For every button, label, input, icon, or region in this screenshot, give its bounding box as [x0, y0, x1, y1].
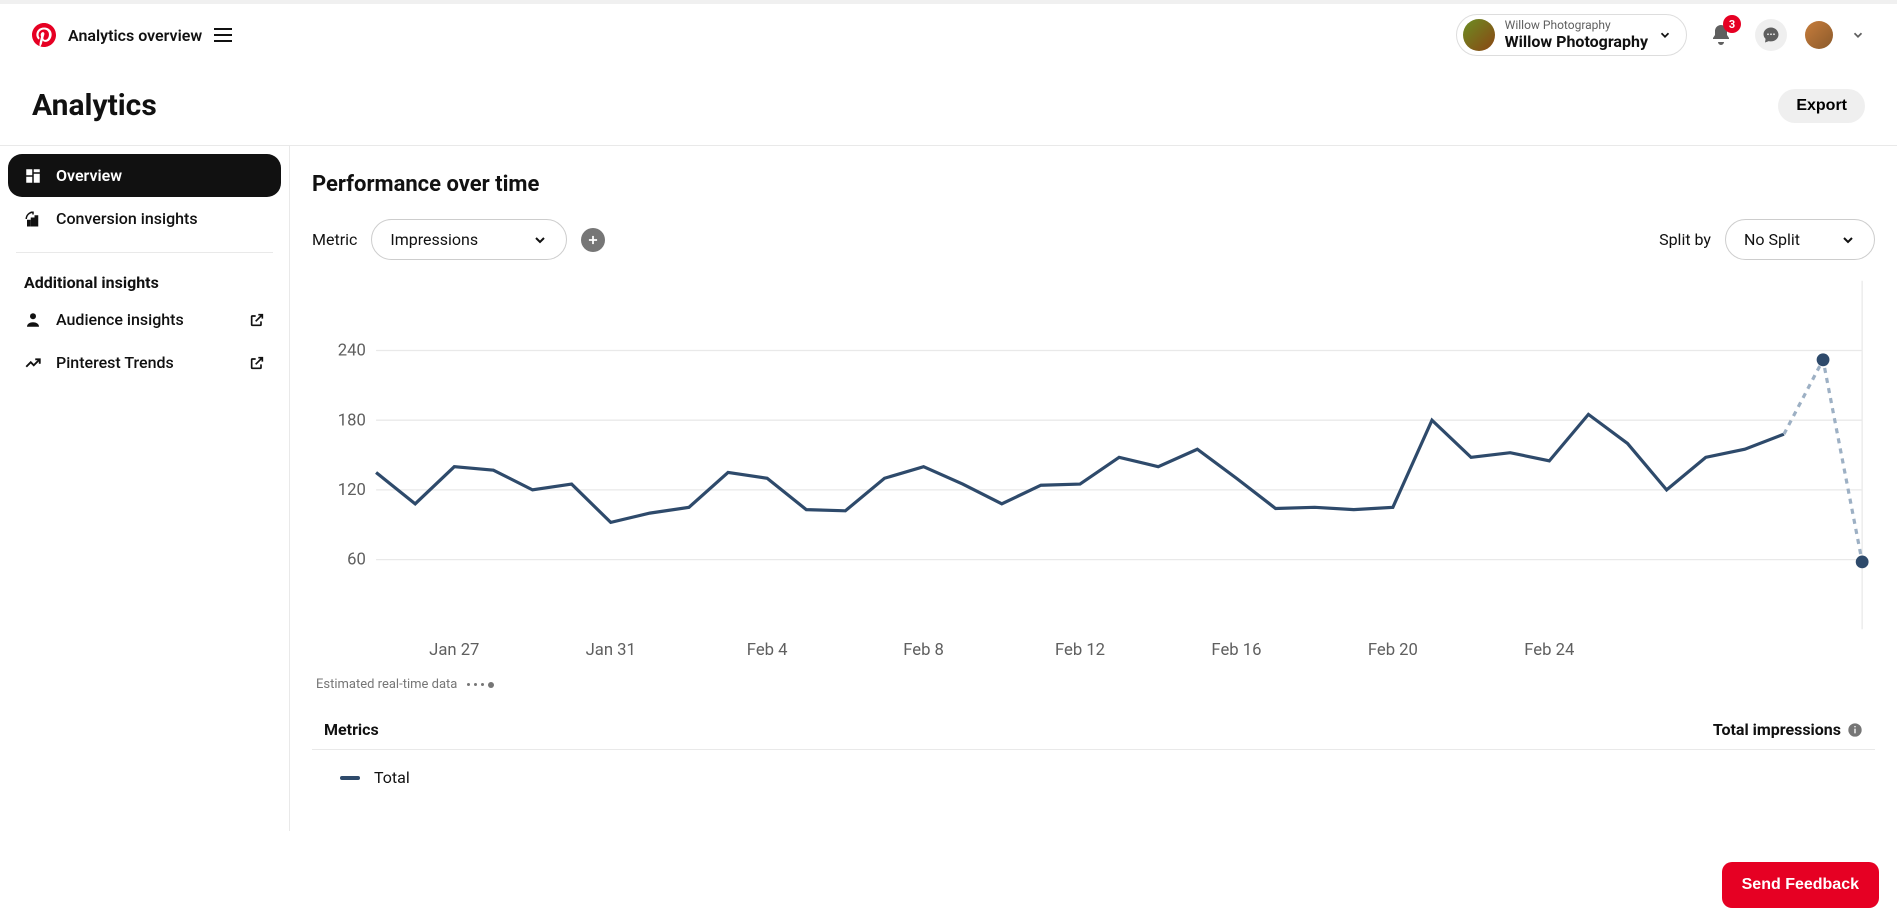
- page-title: Analytics: [32, 88, 157, 123]
- legend-color-swatch: [340, 776, 360, 780]
- sidebar-item-audience[interactable]: Audience insights: [8, 298, 281, 341]
- user-avatar[interactable]: [1805, 21, 1833, 49]
- notification-badge: 3: [1723, 15, 1741, 33]
- plus-icon: [586, 233, 600, 247]
- conversion-icon: [24, 210, 42, 228]
- messages-button[interactable]: [1755, 19, 1787, 51]
- account-switcher[interactable]: Willow Photography Willow Photography: [1456, 14, 1687, 56]
- svg-text:180: 180: [338, 412, 366, 431]
- sidebar-item-label: Audience insights: [56, 310, 184, 329]
- metrics-total-label: Total: [374, 768, 410, 787]
- svg-text:Jan 27: Jan 27: [429, 641, 479, 660]
- sidebar-heading-additional: Additional insights: [8, 265, 281, 298]
- svg-text:Feb 8: Feb 8: [903, 641, 944, 660]
- sidebar-item-label: Overview: [56, 166, 122, 185]
- realtime-dots-icon: [467, 682, 494, 688]
- audience-icon: [24, 311, 42, 329]
- account-name-small: Willow Photography: [1505, 19, 1648, 33]
- svg-text:120: 120: [338, 481, 366, 500]
- metric-value: Impressions: [390, 230, 478, 249]
- svg-text:Feb 20: Feb 20: [1368, 641, 1418, 660]
- sidebar-item-label: Pinterest Trends: [56, 353, 174, 372]
- info-icon[interactable]: [1847, 722, 1863, 738]
- metrics-heading: Metrics: [324, 720, 379, 739]
- account-name-big: Willow Photography: [1505, 33, 1648, 51]
- svg-text:Feb 12: Feb 12: [1055, 641, 1105, 660]
- avatar: [1463, 19, 1495, 51]
- metrics-row-total: Total: [312, 750, 1875, 805]
- pinterest-logo-icon[interactable]: [32, 23, 56, 47]
- dashboard-icon: [24, 167, 42, 185]
- hamburger-menu-icon[interactable]: [214, 28, 232, 42]
- section-title: Performance over time: [312, 172, 1875, 197]
- sidebar-item-trends[interactable]: Pinterest Trends: [8, 341, 281, 384]
- export-button[interactable]: Export: [1778, 89, 1865, 123]
- svg-text:Feb 24: Feb 24: [1524, 641, 1574, 660]
- external-link-icon: [249, 312, 265, 328]
- metric-label: Metric: [312, 230, 357, 249]
- svg-text:Feb 4: Feb 4: [747, 641, 788, 660]
- topbar-title: Analytics overview: [68, 26, 202, 45]
- svg-text:240: 240: [338, 342, 366, 361]
- metric-dropdown[interactable]: Impressions: [371, 219, 567, 260]
- chevron-down-icon: [1658, 28, 1672, 42]
- add-metric-button[interactable]: [581, 228, 605, 252]
- svg-text:Feb 16: Feb 16: [1211, 641, 1261, 660]
- trends-icon: [24, 354, 42, 372]
- svg-text:60: 60: [347, 551, 366, 570]
- chevron-down-icon: [532, 232, 548, 248]
- external-link-icon: [249, 355, 265, 371]
- splitby-label: Split by: [1659, 230, 1711, 249]
- sidebar-item-overview[interactable]: Overview: [8, 154, 281, 197]
- sidebar-item-label: Conversion insights: [56, 209, 198, 228]
- splitby-dropdown[interactable]: No Split: [1725, 219, 1875, 260]
- realtime-label: Estimated real-time data: [316, 677, 457, 692]
- svg-text:Jan 31: Jan 31: [586, 641, 636, 660]
- notifications-button[interactable]: 3: [1705, 19, 1737, 51]
- performance-chart: 60 120 180 240 Jan 27 Jan 31 Feb 4 Feb 8 Feb 12 F…: [312, 268, 1875, 665]
- total-impressions-heading: Total impressions: [1713, 720, 1841, 739]
- send-feedback-button[interactable]: Send Feedback: [1722, 862, 1879, 908]
- splitby-value: No Split: [1744, 230, 1800, 249]
- sidebar-item-conversion[interactable]: Conversion insights: [8, 197, 281, 240]
- account-menu-chevron-icon[interactable]: [1851, 28, 1865, 42]
- chevron-down-icon: [1840, 232, 1856, 248]
